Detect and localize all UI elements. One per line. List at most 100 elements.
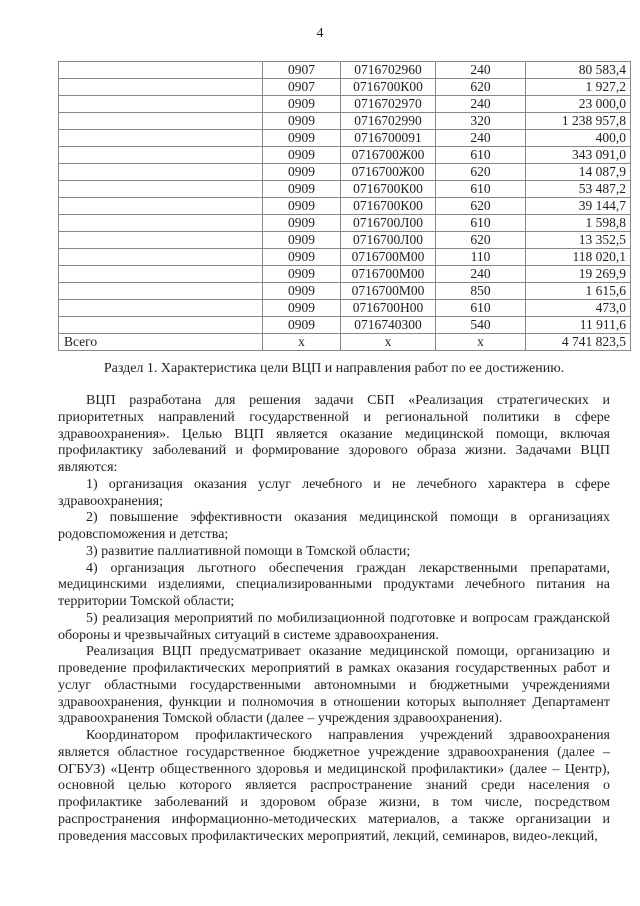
cell-section-code: 0909 bbox=[262, 316, 341, 334]
cell-expense-type-code: 320 bbox=[435, 112, 526, 130]
cell-expense-type-code: 610 bbox=[435, 146, 526, 164]
cell-row-label bbox=[58, 299, 263, 317]
cell-section-code: 0909 bbox=[262, 214, 341, 232]
table-row: 0909 0716700М00 240 19 269,9 bbox=[58, 265, 631, 283]
body-text: ВЦП разработана для решения задачи СБП «… bbox=[58, 393, 610, 845]
table-row: 0909 0716700Л00 620 13 352,5 bbox=[58, 231, 631, 249]
cell-section-code: 0909 bbox=[262, 112, 341, 130]
table-row: 0909 0716700Ж00 610 343 091,0 bbox=[58, 146, 631, 164]
cell-section-code: 0909 bbox=[262, 95, 341, 113]
cell-row-label bbox=[58, 78, 263, 96]
table-row: 0909 0716700Н00 610 473,0 bbox=[58, 299, 631, 317]
cell-expense-type-code: 240 bbox=[435, 95, 526, 113]
cell-target-article-code: 0716700091 bbox=[340, 129, 436, 147]
table-row: 0909 0716700Ж00 620 14 087,9 bbox=[58, 163, 631, 181]
cell-section-code: 0909 bbox=[262, 265, 341, 283]
cell-target-article-code: 0716700Ж00 bbox=[340, 146, 436, 164]
table-row: 0909 0716700М00 850 1 615,6 bbox=[58, 282, 631, 300]
cell-amount: 400,0 bbox=[525, 129, 631, 147]
table-row: 0909 0716700М00 110 118 020,1 bbox=[58, 248, 631, 266]
cell-expense-type-code: 620 bbox=[435, 163, 526, 181]
table-row: 0907 0716702960 240 80 583,4 bbox=[58, 61, 631, 79]
cell-expense-type-code: x bbox=[435, 333, 526, 351]
cell-target-article-code: 0716700К00 bbox=[340, 78, 436, 96]
cell-section-code: 0909 bbox=[262, 163, 341, 181]
cell-expense-type-code: 850 bbox=[435, 282, 526, 300]
cell-target-article-code: 0716740300 bbox=[340, 316, 436, 334]
cell-row-label bbox=[58, 61, 263, 79]
cell-row-label bbox=[58, 316, 263, 334]
cell-section-code: 0909 bbox=[262, 248, 341, 266]
cell-amount: 4 741 823,5 bbox=[525, 333, 631, 351]
cell-expense-type-code: 240 bbox=[435, 61, 526, 79]
cell-expense-type-code: 620 bbox=[435, 197, 526, 215]
cell-section-code: 0909 bbox=[262, 146, 341, 164]
paragraph: ВЦП разработана для решения задачи СБП «… bbox=[58, 393, 610, 475]
paragraph: 3) развитие паллиативной помощи в Томско… bbox=[86, 543, 411, 559]
cell-section-code: 0909 bbox=[262, 129, 341, 147]
cell-expense-type-code: 620 bbox=[435, 78, 526, 96]
cell-row-label bbox=[58, 265, 263, 283]
cell-row-label bbox=[58, 95, 263, 113]
cell-section-code: 0907 bbox=[262, 61, 341, 79]
paragraph: Координатором профилактического направле… bbox=[58, 728, 610, 844]
cell-target-article-code: 0716700К00 bbox=[340, 197, 436, 215]
cell-expense-type-code: 240 bbox=[435, 129, 526, 147]
cell-row-label bbox=[58, 214, 263, 232]
cell-expense-type-code: 620 bbox=[435, 231, 526, 249]
cell-expense-type-code: 540 bbox=[435, 316, 526, 334]
cell-target-article-code: x bbox=[340, 333, 436, 351]
cell-section-code: 0909 bbox=[262, 299, 341, 317]
cell-row-label bbox=[58, 197, 263, 215]
cell-section-code: 0909 bbox=[262, 231, 341, 249]
cell-row-label bbox=[58, 146, 263, 164]
paragraph: Реализация ВЦП предусматривает оказание … bbox=[58, 644, 610, 727]
cell-amount: 23 000,0 bbox=[525, 95, 631, 113]
cell-expense-type-code: 610 bbox=[435, 214, 526, 232]
cell-section-code: 0909 bbox=[262, 282, 341, 300]
cell-amount: 13 352,5 bbox=[525, 231, 631, 249]
paragraph: 4) организация льготного обеспечения гра… bbox=[58, 560, 610, 610]
cell-row-label bbox=[58, 231, 263, 249]
cell-expense-type-code: 110 bbox=[435, 248, 526, 266]
cell-amount: 118 020,1 bbox=[525, 248, 631, 266]
cell-row-label bbox=[58, 282, 263, 300]
cell-target-article-code: 0716700Л00 bbox=[340, 214, 436, 232]
cell-target-article-code: 0716700М00 bbox=[340, 248, 436, 266]
cell-expense-type-code: 610 bbox=[435, 299, 526, 317]
cell-amount: 53 487,2 bbox=[525, 180, 631, 198]
cell-section-code: x bbox=[262, 333, 341, 351]
cell-amount: 1 598,8 bbox=[525, 214, 631, 232]
cell-amount: 11 911,6 bbox=[525, 316, 631, 334]
cell-amount: 14 087,9 bbox=[525, 163, 631, 181]
cell-target-article-code: 0716700М00 bbox=[340, 265, 436, 283]
cell-amount: 80 583,4 bbox=[525, 61, 631, 79]
cell-section-code: 0907 bbox=[262, 78, 341, 96]
cell-amount: 473,0 bbox=[525, 299, 631, 317]
cell-amount: 1 615,6 bbox=[525, 282, 631, 300]
cell-row-label bbox=[58, 248, 263, 266]
cell-target-article-code: 0716702960 bbox=[340, 61, 436, 79]
table-row: Всего x x x 4 741 823,5 bbox=[58, 333, 631, 351]
cell-amount: 39 144,7 bbox=[525, 197, 631, 215]
cell-row-label: Всего bbox=[58, 333, 263, 351]
cell-amount: 343 091,0 bbox=[525, 146, 631, 164]
cell-amount: 1 927,2 bbox=[525, 78, 631, 96]
section-heading: Раздел 1. Характеристика цели ВЦП и напр… bbox=[103, 361, 565, 376]
cell-target-article-code: 0716700Ж00 bbox=[340, 163, 436, 181]
cell-expense-type-code: 240 bbox=[435, 265, 526, 283]
cell-target-article-code: 0716700Л00 bbox=[340, 231, 436, 249]
table-row: 0909 0716700091 240 400,0 bbox=[58, 129, 631, 147]
cell-row-label bbox=[58, 180, 263, 198]
table-row: 0909 0716700К00 610 53 487,2 bbox=[58, 180, 631, 198]
cell-row-label bbox=[58, 129, 263, 147]
cell-target-article-code: 0716702970 bbox=[340, 95, 436, 113]
budget-table-body: 0907 0716702960 240 80 583,4 0907 071670… bbox=[58, 61, 631, 351]
cell-target-article-code: 0716700М00 bbox=[340, 282, 436, 300]
paragraph: 5) реализация мероприятий по мобилизацио… bbox=[58, 610, 610, 643]
table-row: 0909 0716700К00 620 39 144,7 bbox=[58, 197, 631, 215]
cell-target-article-code: 0716702990 bbox=[340, 112, 436, 130]
table-row: 0909 0716702970 240 23 000,0 bbox=[58, 95, 631, 113]
cell-target-article-code: 0716700Н00 bbox=[340, 299, 436, 317]
